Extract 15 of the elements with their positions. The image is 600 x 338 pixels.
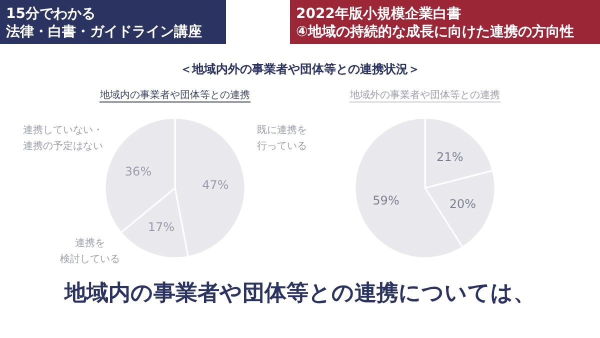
slice-label: 連携していない・連携の予定はない (23, 124, 103, 152)
data-label: 20% (449, 196, 476, 211)
data-label: 47% (202, 178, 229, 192)
slice-label: 既に連携を行っている (257, 124, 307, 152)
data-label: 36% (124, 164, 152, 179)
text: ＜地域内外の事業者や団体等との連携状況＞ (180, 62, 420, 76)
data-label: 17% (148, 220, 175, 234)
data-label: 21% (436, 150, 464, 164)
text: 地域内の事業者や団体等との連携については、 (64, 280, 536, 306)
text: 15分でわかる法律・白書・ガイドライン講座 (5, 6, 202, 40)
text: 2022年版小規模企業白書④地域の持続的な成長に向けた連携の方向性 (296, 6, 574, 40)
chart-title: 地域内の事業者や団体等との連携 (99, 89, 250, 101)
data-label: 59% (372, 193, 400, 208)
slice-label: 連携を検討している (60, 237, 120, 265)
chart-title: 地域外の事業者や団体等との連携 (349, 89, 500, 101)
